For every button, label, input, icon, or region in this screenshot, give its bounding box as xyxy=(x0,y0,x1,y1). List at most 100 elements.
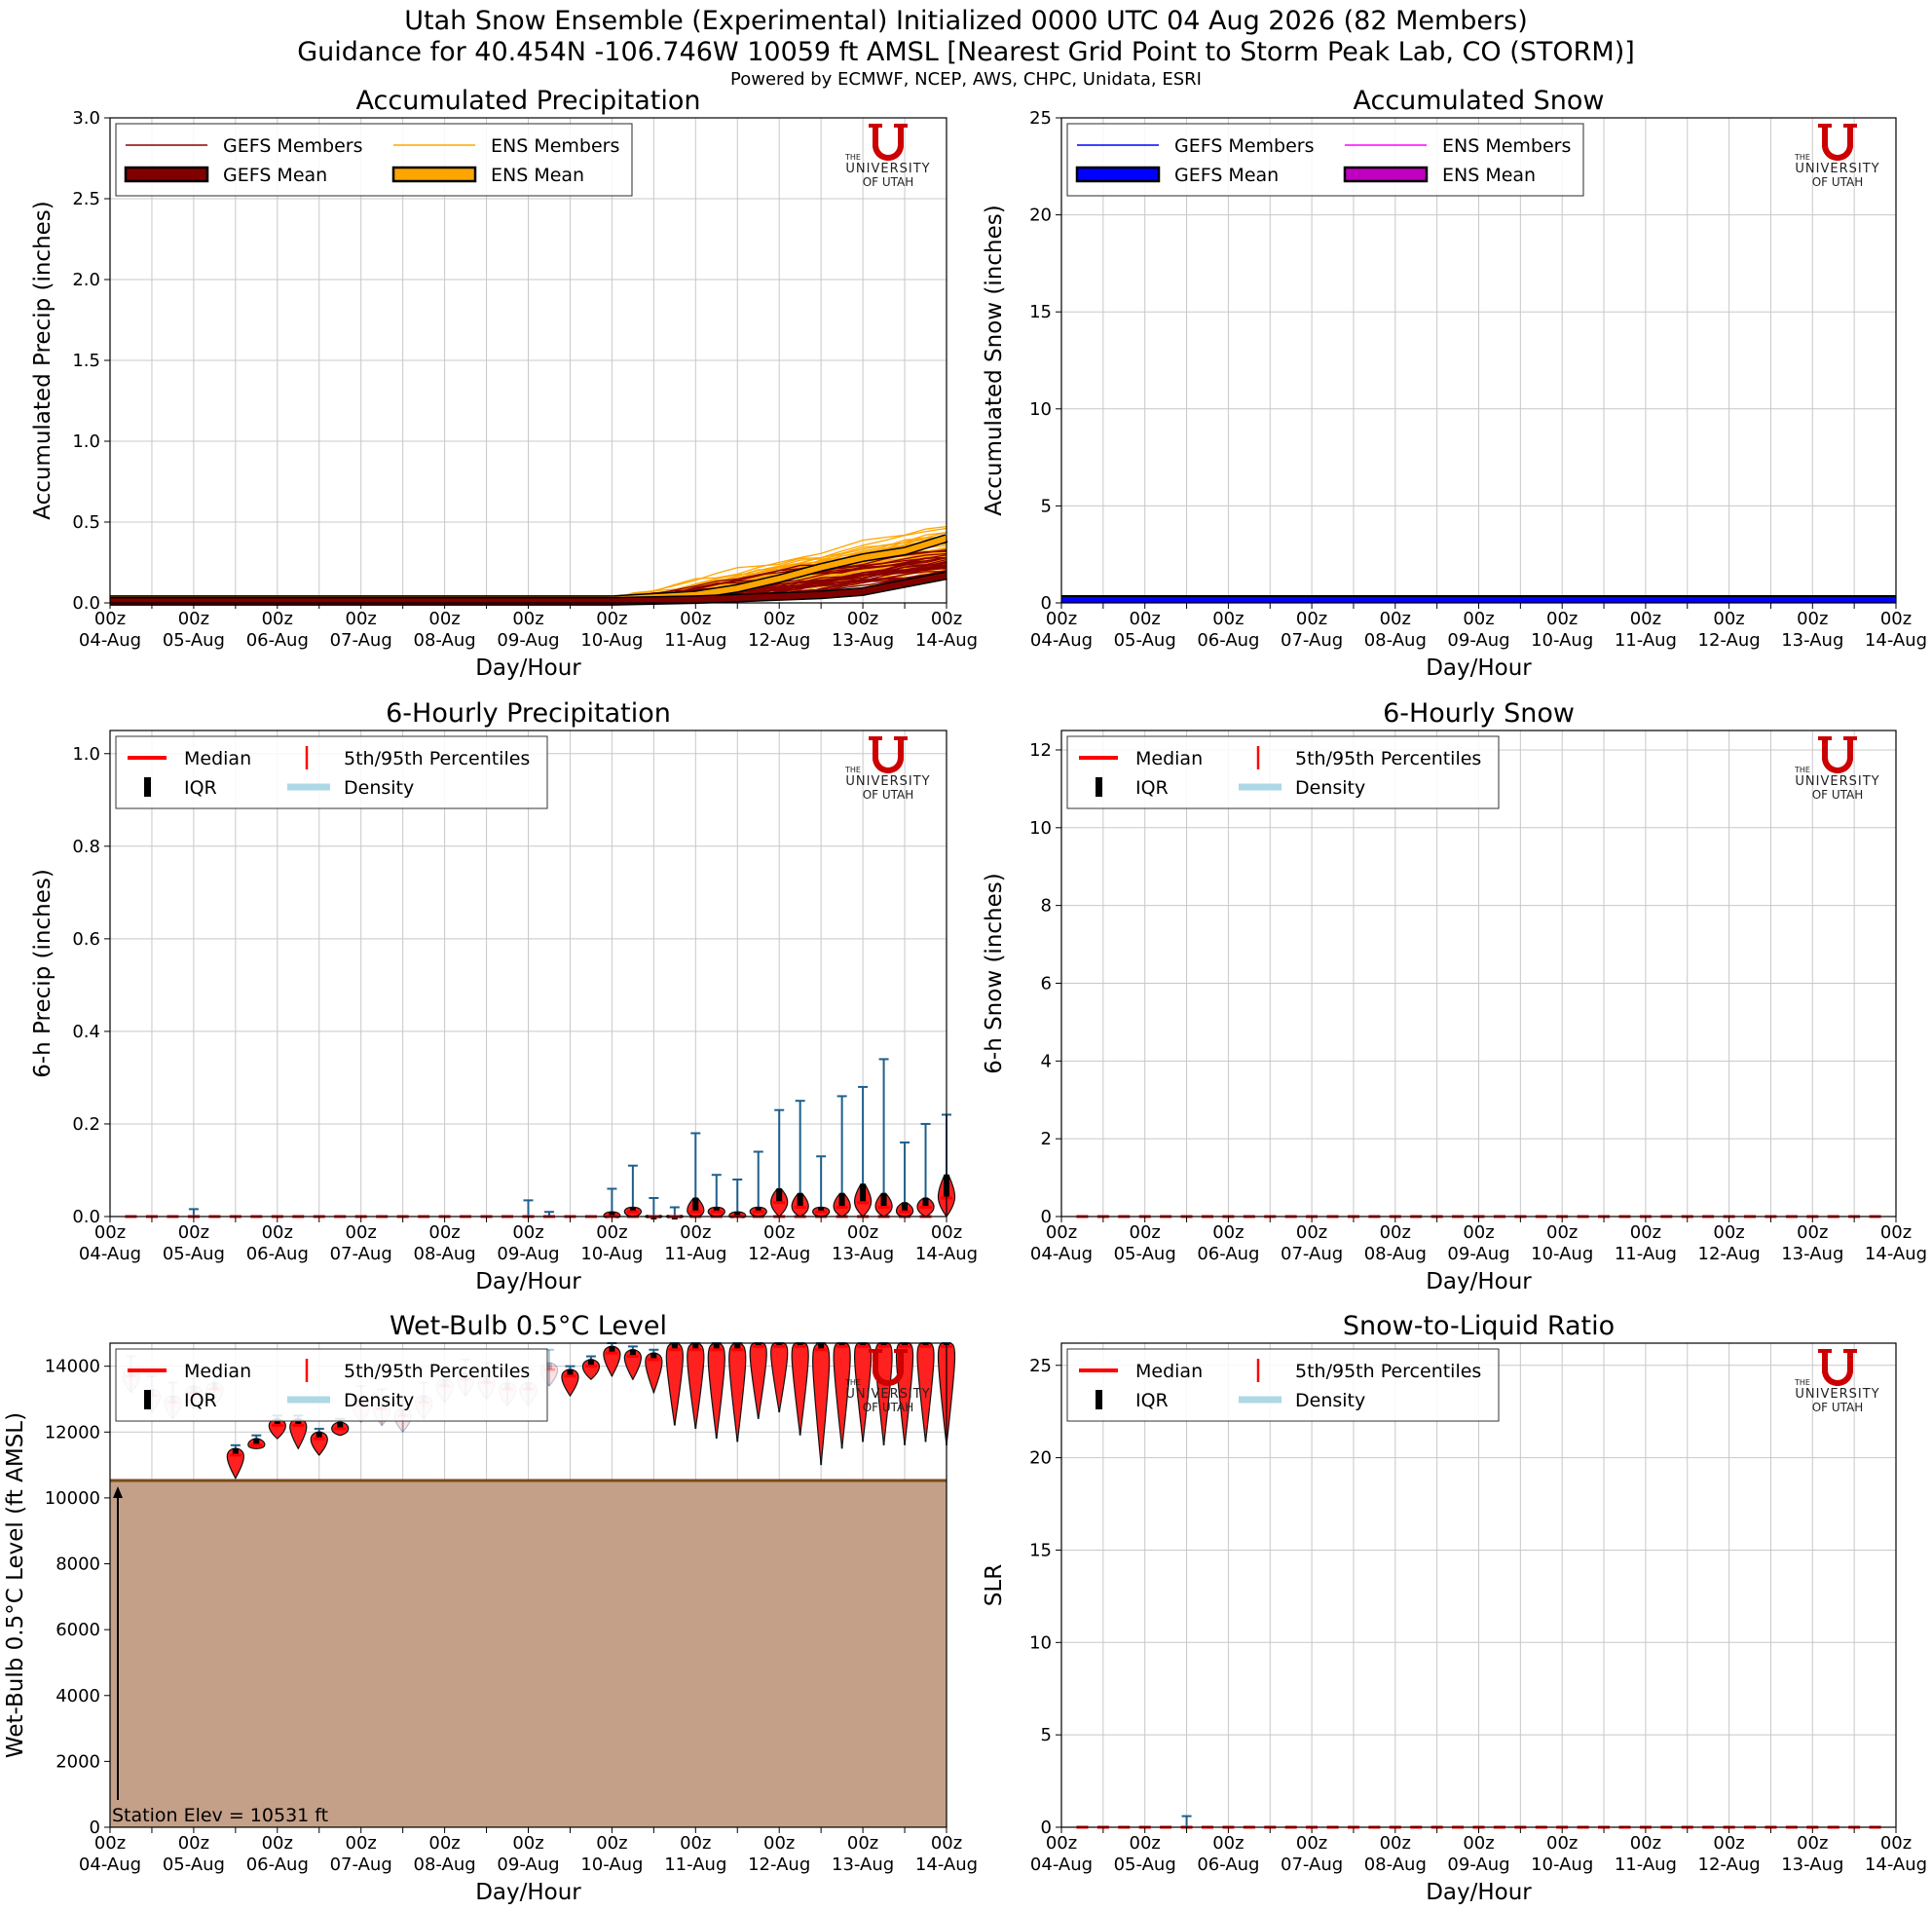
block-u-shape xyxy=(1818,124,1857,161)
x-tick-day: 07-Aug xyxy=(330,1244,392,1264)
x-tick-day: 08-Aug xyxy=(414,1244,476,1264)
logo-of-utah: OF UTAH xyxy=(1812,175,1864,189)
block-u-shape xyxy=(869,736,908,773)
x-tick-hour: 00z xyxy=(763,1222,795,1243)
logo-university: UNIVERSITY xyxy=(845,774,930,789)
wetbulb-violin-iqr xyxy=(671,1343,678,1350)
wetbulb-violin-iqr xyxy=(880,1343,887,1347)
logo-the: THE xyxy=(1794,766,1810,774)
y-axis-label: 6-h Snow (inches) xyxy=(982,873,1007,1073)
wetbulb-violin-iqr xyxy=(797,1343,803,1347)
y-tick-label: 0.2 xyxy=(72,1114,100,1135)
y-axis-label: Accumulated Snow (inches) xyxy=(982,205,1007,515)
x-tick-hour: 00z xyxy=(512,1222,543,1243)
legend-box xyxy=(115,1348,548,1422)
precip-violin-iqr xyxy=(922,1197,929,1208)
x-tick-day: 05-Aug xyxy=(163,1244,225,1264)
precip-violin-iqr xyxy=(838,1193,845,1208)
legend-swatch xyxy=(124,166,209,183)
x-tick-day: 07-Aug xyxy=(1281,630,1343,651)
logo-university: UNIVERSITY xyxy=(1795,1387,1879,1402)
x-tick-day: 09-Aug xyxy=(1447,1855,1509,1875)
logo-of-utah: OF UTAH xyxy=(863,175,914,189)
x-axis-label: Day/Hour xyxy=(1426,1880,1532,1905)
x-tick-day: 11-Aug xyxy=(664,1244,726,1264)
legend-label: GEFS Members xyxy=(223,135,362,157)
x-tick-day: 14-Aug xyxy=(915,1855,978,1875)
logo-of-utah: OF UTAH xyxy=(863,788,914,802)
legend-label: 5th/95th Percentiles xyxy=(1295,1361,1481,1382)
y-tick-label: 1.0 xyxy=(72,431,100,452)
x-tick-hour: 00z xyxy=(596,609,627,629)
legend-label: Median xyxy=(1135,1361,1203,1382)
x-tick-hour: 00z xyxy=(1797,1833,1828,1854)
logo-the: THE xyxy=(1794,153,1810,162)
x-tick-day: 05-Aug xyxy=(1114,630,1176,651)
legend-label: Density xyxy=(1295,777,1365,799)
y-tick-label: 2 xyxy=(1041,1129,1052,1149)
x-tick-hour: 00z xyxy=(1713,609,1744,629)
x-tick-day: 13-Aug xyxy=(1781,1244,1843,1264)
y-axis-label: Accumulated Precip (inches) xyxy=(30,201,56,520)
x-tick-hour: 00z xyxy=(1463,1833,1494,1854)
y-tick-label: 0.0 xyxy=(72,1207,100,1227)
x-tick-day: 04-Aug xyxy=(79,630,141,651)
x-tick-hour: 00z xyxy=(1546,1833,1578,1854)
legend-label: IQR xyxy=(1135,1390,1169,1411)
precip-violin-iqr xyxy=(902,1202,909,1213)
y-tick-label: 0.0 xyxy=(72,593,100,614)
x-tick-hour: 00z xyxy=(94,609,126,629)
wetbulb-violin-iqr xyxy=(650,1353,657,1360)
x-tick-day: 05-Aug xyxy=(163,1855,225,1875)
y-tick-label: 2.0 xyxy=(72,270,100,290)
wetbulb-violin-iqr xyxy=(567,1369,574,1376)
x-tick-day: 12-Aug xyxy=(1698,1855,1761,1875)
x-tick-hour: 00z xyxy=(1130,1222,1161,1243)
x-tick-day: 10-Aug xyxy=(580,630,643,651)
precip-violin-iqr xyxy=(818,1207,825,1213)
x-tick-day: 08-Aug xyxy=(414,630,476,651)
chart-title: Accumulated Precipitation xyxy=(356,86,701,116)
chart-title: 6-Hourly Precipitation xyxy=(386,698,671,729)
legend-iqr-swatch xyxy=(144,777,151,797)
x-tick-hour: 00z xyxy=(1797,1222,1828,1243)
x-tick-hour: 00z xyxy=(1380,1833,1411,1854)
x-tick-day: 06-Aug xyxy=(246,1855,309,1875)
legend-label: ENS Mean xyxy=(491,165,584,186)
x-tick-day: 10-Aug xyxy=(1531,1244,1593,1264)
y-tick-label: 0 xyxy=(1041,1817,1052,1838)
x-tick-hour: 00z xyxy=(428,1833,460,1854)
x-tick-day: 12-Aug xyxy=(748,1244,810,1264)
wetbulb-violin-iqr xyxy=(587,1359,594,1367)
x-tick-hour: 00z xyxy=(1046,1222,1077,1243)
x-tick-hour: 00z xyxy=(1630,609,1661,629)
snow-mean-band xyxy=(1061,596,1896,603)
y-tick-label: 0.4 xyxy=(72,1022,100,1042)
precip-violin-iqr xyxy=(609,1212,615,1217)
precip-violin-iqr xyxy=(860,1183,867,1203)
x-tick-hour: 00z xyxy=(931,609,962,629)
x-tick-hour: 00z xyxy=(931,1222,962,1243)
precip-violin-iqr xyxy=(713,1207,720,1213)
x-tick-day: 13-Aug xyxy=(832,1244,894,1264)
x-tick-hour: 00z xyxy=(680,609,711,629)
chart-title: 6-Hourly Snow xyxy=(1383,698,1575,729)
x-tick-day: 05-Aug xyxy=(1114,1855,1176,1875)
x-tick-hour: 00z xyxy=(680,1833,711,1854)
x-tick-day: 07-Aug xyxy=(1281,1244,1343,1264)
x-tick-day: 14-Aug xyxy=(915,1244,978,1264)
x-tick-hour: 00z xyxy=(1713,1222,1744,1243)
y-tick-label: 12000 xyxy=(45,1422,100,1443)
logo-university: UNIVERSITY xyxy=(1795,162,1879,176)
chart-title: Accumulated Snow xyxy=(1353,86,1604,116)
wetbulb-violin-iqr xyxy=(734,1343,741,1350)
x-tick-hour: 00z xyxy=(1130,609,1161,629)
x-tick-hour: 00z xyxy=(1212,609,1244,629)
x-tick-day: 13-Aug xyxy=(832,630,894,651)
x-tick-hour: 00z xyxy=(1463,1222,1494,1243)
x-tick-day: 09-Aug xyxy=(497,630,559,651)
legend-box xyxy=(115,123,633,197)
wetbulb-violin-iqr xyxy=(922,1343,929,1347)
